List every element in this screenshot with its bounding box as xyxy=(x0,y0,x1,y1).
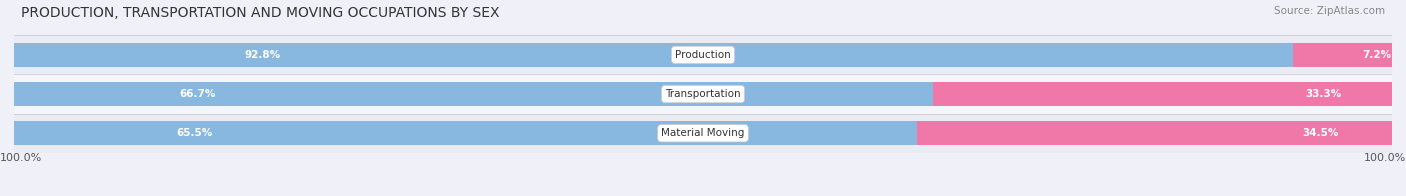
Bar xyxy=(917,121,1392,145)
Bar xyxy=(14,74,1392,114)
Bar xyxy=(14,82,934,106)
Text: 100.0%: 100.0% xyxy=(1364,153,1406,163)
Text: 100.0%: 100.0% xyxy=(0,153,42,163)
Text: 66.7%: 66.7% xyxy=(180,89,217,99)
Text: Transportation: Transportation xyxy=(665,89,741,99)
Bar xyxy=(14,121,917,145)
Text: Production: Production xyxy=(675,50,731,60)
Text: PRODUCTION, TRANSPORTATION AND MOVING OCCUPATIONS BY SEX: PRODUCTION, TRANSPORTATION AND MOVING OC… xyxy=(21,6,499,20)
Text: 7.2%: 7.2% xyxy=(1362,50,1392,60)
Text: 33.3%: 33.3% xyxy=(1305,89,1341,99)
Bar xyxy=(14,35,1392,74)
Bar xyxy=(14,121,1392,145)
Bar xyxy=(14,82,1392,106)
Text: Source: ZipAtlas.com: Source: ZipAtlas.com xyxy=(1274,6,1385,16)
Text: 34.5%: 34.5% xyxy=(1302,128,1339,138)
Text: Material Moving: Material Moving xyxy=(661,128,745,138)
Bar xyxy=(14,114,1392,153)
Text: 92.8%: 92.8% xyxy=(245,50,280,60)
Bar xyxy=(1292,43,1392,67)
Bar xyxy=(934,82,1392,106)
Bar xyxy=(14,43,1292,67)
Text: 65.5%: 65.5% xyxy=(177,128,212,138)
Bar xyxy=(14,43,1392,67)
